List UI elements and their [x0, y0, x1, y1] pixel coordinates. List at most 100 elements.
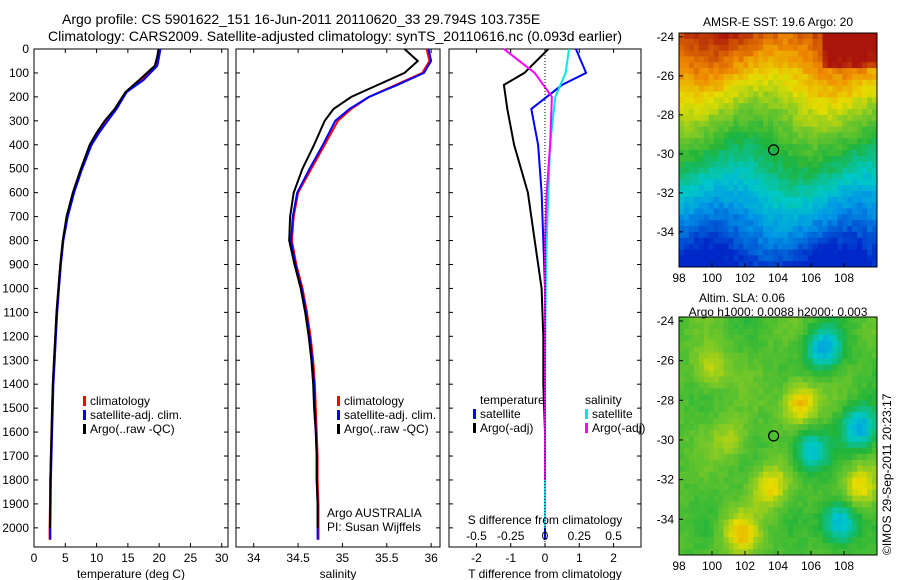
- heatmap-cell: [797, 73, 804, 81]
- heatmap-cell: [768, 519, 774, 526]
- heatmap-cell: [792, 364, 799, 371]
- heatmap-cell: [698, 400, 705, 407]
- heatmap-cell: [857, 109, 863, 116]
- x-tick-label: 100: [702, 271, 722, 285]
- heatmap-cell: [773, 424, 779, 431]
- heatmap-cell: [768, 525, 774, 532]
- heatmap-cell: [837, 214, 843, 221]
- heatmap-cell: [758, 79, 764, 87]
- heatmap-cell: [842, 549, 848, 556]
- heatmap-cell: [862, 406, 868, 413]
- heatmap-cell: [768, 208, 774, 215]
- heatmap-cell: [703, 114, 710, 122]
- heatmap-cell: [792, 50, 799, 57]
- heatmap-cell: [768, 255, 774, 262]
- heatmap-cell: [768, 531, 774, 538]
- heatmap-cell: [847, 418, 853, 425]
- heatmap-cell: [753, 62, 759, 69]
- heatmap-cell: [778, 220, 784, 227]
- heatmap-cell: [812, 179, 818, 186]
- heatmap-cell: [857, 161, 863, 168]
- heatmap-cell: [693, 231, 700, 239]
- heatmap-cell: [763, 471, 769, 479]
- heatmap-cell: [758, 173, 764, 180]
- heatmap-cell: [792, 161, 799, 168]
- heatmap-cell: [703, 185, 710, 192]
- heatmap-cell: [852, 62, 858, 69]
- heatmap-cell: [787, 388, 794, 395]
- heatmap-cell: [807, 220, 814, 227]
- heatmap-cell: [802, 531, 809, 538]
- heatmap-cell: [822, 196, 828, 204]
- heatmap-cell: [688, 68, 695, 75]
- heatmap-cell: [723, 79, 729, 87]
- heatmap-cell: [688, 400, 695, 407]
- heatmap-cell: [743, 465, 749, 473]
- heatmap-cell: [768, 406, 774, 413]
- heatmap-cell: [812, 261, 818, 268]
- heatmap-cell: [723, 412, 729, 419]
- heatmap-cell: [822, 382, 828, 389]
- heatmap-cell: [679, 179, 685, 186]
- heatmap-cell: [832, 109, 838, 116]
- heatmap-cell: [852, 91, 858, 98]
- heatmap-cell: [693, 328, 700, 336]
- heatmap-cell: [857, 155, 863, 163]
- heatmap-cell: [862, 202, 868, 209]
- heatmap-cell: [812, 507, 818, 514]
- heatmap-cell: [679, 430, 685, 437]
- heatmap-cell: [679, 340, 685, 348]
- heatmap-cell: [723, 185, 729, 192]
- heatmap-cell: [723, 249, 729, 256]
- heatmap-cell: [812, 340, 818, 348]
- heatmap-cell: [812, 62, 818, 69]
- heatmap-cell: [862, 91, 868, 98]
- heatmap-cell: [787, 519, 794, 526]
- heatmap-cell: [748, 465, 754, 473]
- heatmap-cell: [738, 126, 744, 133]
- heatmap-cell: [718, 447, 724, 455]
- heatmap-cell: [723, 376, 729, 383]
- heatmap-cell: [753, 150, 759, 157]
- heatmap-cell: [703, 150, 710, 157]
- heatmap-cell: [758, 62, 764, 69]
- legend-label: Argo(-adj): [480, 421, 533, 435]
- heatmap-cell: [812, 537, 818, 544]
- heatmap-cell: [837, 543, 843, 550]
- heatmap-cell: [867, 495, 873, 502]
- heatmap-cell: [832, 161, 838, 168]
- heatmap-cell: [837, 97, 843, 104]
- heatmap-cell: [867, 436, 873, 443]
- heatmap-cell: [768, 424, 774, 431]
- heatmap-cell: [817, 376, 823, 383]
- heatmap-cell: [693, 220, 700, 227]
- heatmap-cell: [857, 208, 863, 215]
- heatmap-cell: [782, 418, 789, 425]
- heatmap-cell: [688, 109, 695, 116]
- heatmap-cell: [802, 412, 809, 419]
- legend-label: satellite-adj. clim.: [344, 408, 436, 422]
- heatmap-cell: [679, 144, 685, 151]
- heatmap-cell: [792, 525, 799, 532]
- heatmap-cell: [733, 97, 739, 104]
- heatmap-cell: [827, 406, 833, 413]
- heatmap-cell: [773, 56, 779, 63]
- heatmap-cell: [867, 208, 873, 215]
- heatmap-cell: [832, 412, 838, 419]
- heatmap-cell: [763, 459, 769, 467]
- heatmap-cell: [867, 477, 873, 484]
- heatmap-cell: [827, 543, 833, 550]
- heatmap-cell: [862, 243, 868, 250]
- heatmap-cell: [768, 543, 774, 550]
- legend-swatch: [337, 396, 340, 406]
- heatmap-cell: [807, 328, 814, 336]
- heatmap-cell: [753, 214, 759, 221]
- x-axis-label: temperature (deg C): [77, 567, 185, 580]
- heatmap-cell: [698, 412, 705, 419]
- heatmap-cell: [847, 91, 853, 98]
- heatmap-cell: [872, 376, 878, 383]
- heatmap-cell: [758, 237, 764, 244]
- heatmap-cell: [773, 243, 779, 250]
- heatmap-cell: [708, 352, 715, 360]
- heatmap-cell: [733, 477, 739, 484]
